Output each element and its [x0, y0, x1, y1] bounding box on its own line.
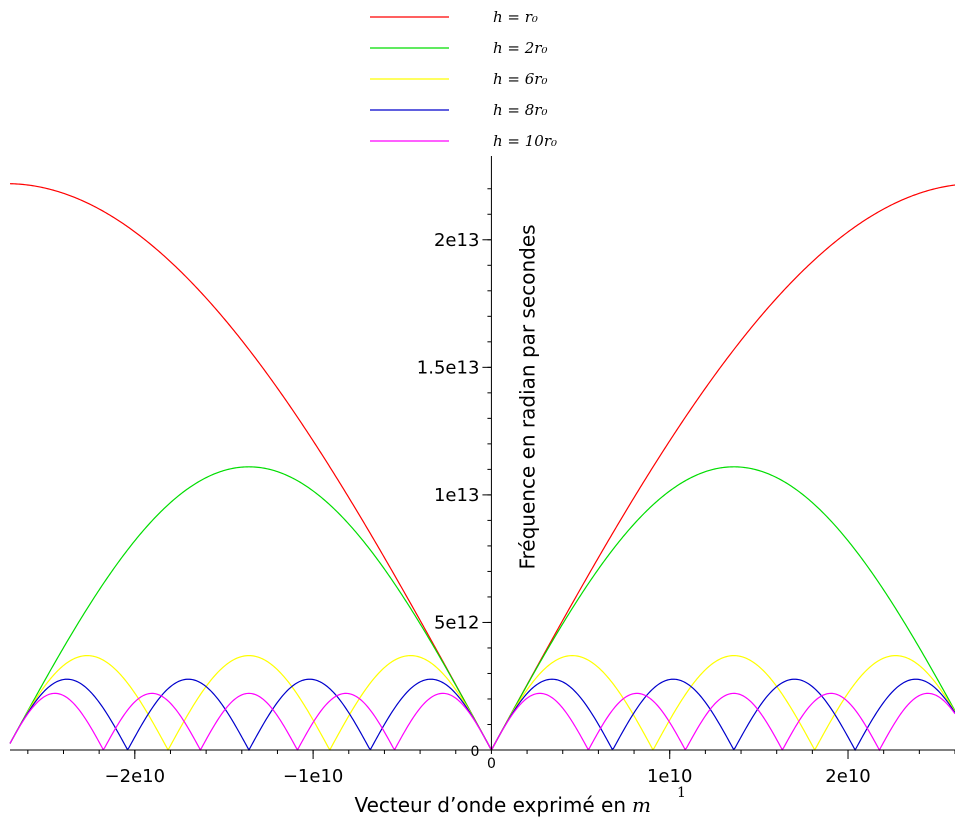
y-tick-label: 1.5e13	[417, 357, 480, 378]
x-axis-label-group: Vecteur d’onde exprimé en m 1	[354, 785, 685, 817]
x-origin-label: 0	[487, 756, 496, 772]
legend-label: h = 8r₀	[493, 101, 548, 119]
axes: −2e10 −1e10 1e10 2e10 00 5e12 1e13 1.5e13 2e13	[10, 156, 955, 787]
series-line-1	[9, 183, 955, 750]
series-line-2	[9, 466, 955, 750]
x-tick-label: −1e10	[283, 766, 344, 787]
plot-curves	[9, 183, 955, 752]
x-tick-label: 2e10	[825, 766, 870, 787]
x-tick-label: 1e10	[647, 766, 692, 787]
legend-label: h = 2r₀	[493, 39, 548, 57]
x-axis-unit: m	[632, 793, 651, 817]
legend: h = r₀ h = 2r₀ h = 6r₀ h = 8r₀ h = 10r₀	[370, 8, 557, 150]
x-tick-label: −2e10	[105, 766, 166, 787]
y-tick-label: 2e13	[434, 230, 479, 251]
y-tick-label: 0	[470, 744, 479, 760]
y-axis-label: Fréquence en radian par secondes	[516, 224, 540, 569]
legend-label: h = r₀	[493, 8, 538, 26]
y-tick-label: 5e12	[434, 612, 479, 633]
y-tick-label: 1e13	[434, 485, 479, 506]
legend-label: h = 6r₀	[493, 70, 548, 88]
x-axis-label: Vecteur d’onde exprimé en	[354, 793, 626, 817]
legend-label: h = 10r₀	[493, 132, 557, 150]
series-line-5	[9, 692, 955, 752]
series-line-4	[9, 678, 955, 752]
x-axis-unit-exponent: 1	[677, 785, 686, 801]
